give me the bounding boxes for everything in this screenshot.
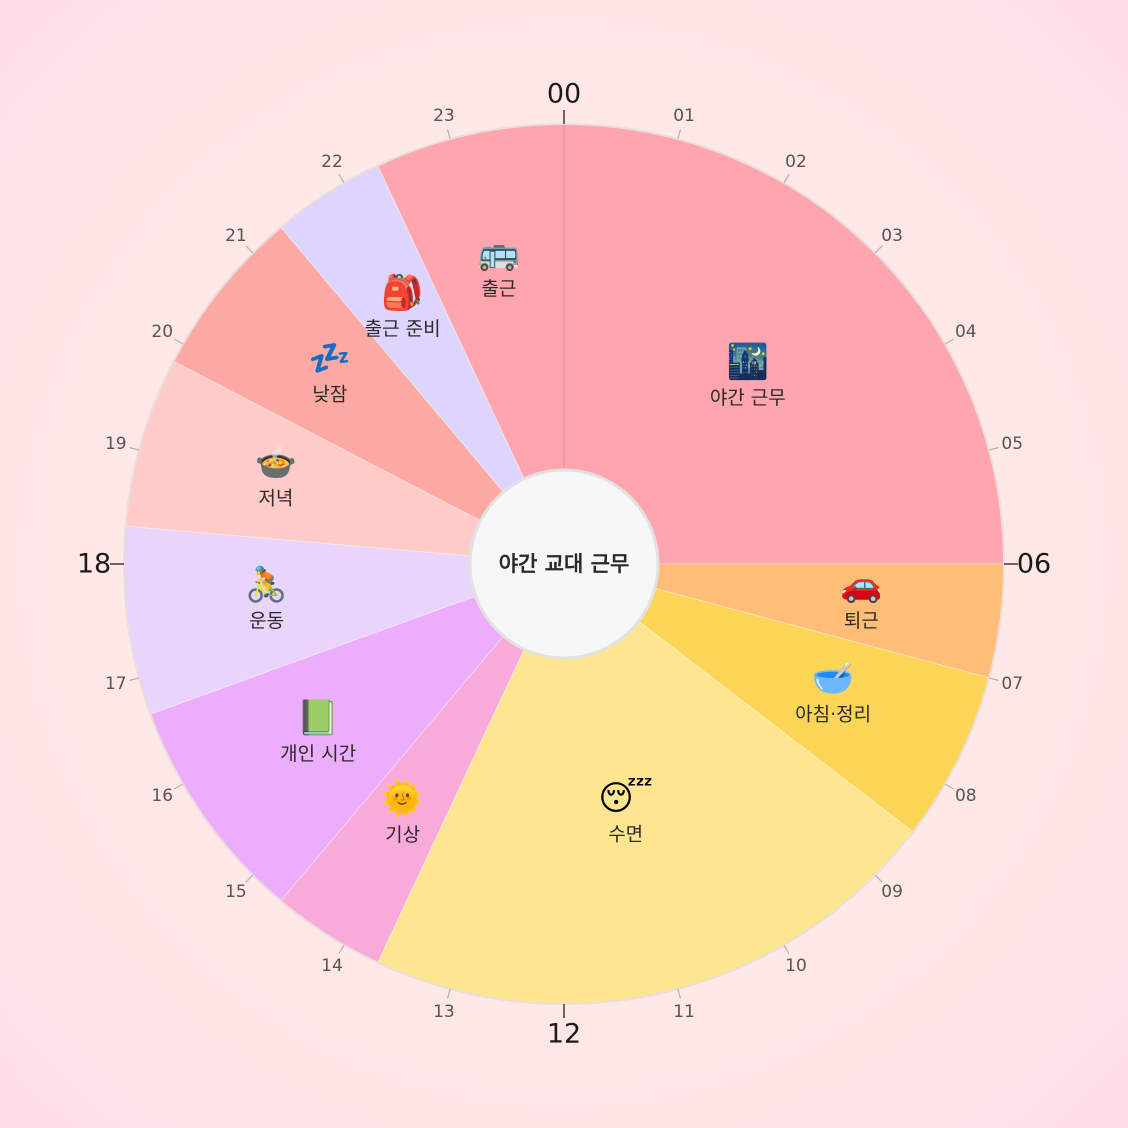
hour-tick — [129, 677, 140, 682]
hour-tick — [874, 874, 883, 883]
segment-label-nap: 낮잠 — [312, 383, 347, 405]
hour-tick — [783, 173, 790, 184]
hour-label-08: 08 — [955, 786, 977, 806]
hour-label-02: 02 — [785, 152, 807, 172]
backpack-icon: 🎒 — [381, 273, 423, 313]
night-city-icon: 🌃 — [727, 342, 769, 382]
hour-tick — [988, 677, 999, 682]
segment-label-prep-for-work: 출근 준비 — [365, 318, 441, 340]
hour-tick — [173, 783, 184, 790]
hour-label-05: 05 — [1001, 434, 1023, 454]
hour-tick — [245, 245, 254, 254]
hour-label-16: 16 — [151, 786, 173, 806]
segment-label-exercise: 운동 — [249, 610, 284, 632]
hour-label-01: 01 — [673, 106, 695, 126]
hour-tick — [944, 338, 955, 345]
hour-label-20: 20 — [151, 322, 173, 342]
hour-label-09: 09 — [881, 882, 903, 902]
hour-labels: 00 01 02 03 04 05 06 07 08 09 10 11 12 13 14 15 16 17 18 19… — [77, 79, 1051, 1050]
sun-icon: 🌞 — [381, 778, 423, 819]
hour-tick — [677, 988, 682, 999]
hour-label-22: 22 — [321, 152, 343, 172]
segment-label-wake-up: 기상 — [385, 824, 420, 846]
hour-tick — [338, 944, 345, 955]
segment-labels: 🌃 야간 근무 🚗 퇴근 🥣 아침·정리 😴 수면 🌞 기상 📗 개인 시간 🚴 운동 🍲 저녁 💤 낮잠 🎒 출근 … — [245, 233, 882, 846]
hour-ticks — [110, 110, 1018, 1018]
hour-label-10: 10 — [785, 956, 807, 976]
hour-label-11: 11 — [673, 1002, 695, 1022]
hour-label-23: 23 — [433, 106, 455, 126]
hour-tick — [446, 129, 451, 140]
hour-label-07: 07 — [1001, 674, 1023, 694]
zzz-icon: 💤 — [309, 338, 351, 378]
hour-tick — [783, 944, 790, 955]
segment-label-night-work: 야간 근무 — [710, 387, 786, 409]
segment-label-dinner: 저녁 — [258, 487, 293, 509]
sleeping-face-icon: 😴 — [598, 778, 653, 819]
hour-label-21: 21 — [225, 226, 247, 246]
segment-label-sleep: 수면 — [608, 824, 643, 846]
pot-of-food-icon: 🍲 — [255, 442, 297, 482]
segment-label-personal-time: 개인 시간 — [280, 743, 356, 765]
hour-tick — [944, 783, 955, 790]
hour-label-17: 17 — [105, 674, 127, 694]
segment-label-commute-home: 퇴근 — [844, 610, 879, 632]
hour-tick — [874, 245, 883, 254]
hour-label-19: 19 — [105, 434, 127, 454]
hour-tick — [677, 129, 682, 140]
hour-label-13: 13 — [433, 1002, 455, 1022]
hour-label-00: 00 — [547, 79, 581, 110]
hour-tick — [245, 874, 254, 883]
hour-label-14: 14 — [321, 956, 343, 976]
center-hub: 야간 교대 근무 — [468, 468, 660, 660]
hour-label-03: 03 — [881, 226, 903, 246]
hour-tick — [129, 446, 140, 451]
hour-label-12: 12 — [547, 1019, 581, 1050]
hour-label-18: 18 — [77, 549, 111, 580]
hour-tick — [173, 338, 184, 345]
hour-tick — [338, 173, 345, 184]
hour-label-04: 04 — [955, 322, 977, 342]
hour-tick — [988, 446, 999, 451]
green-book-icon: 📗 — [297, 698, 339, 738]
bowl-icon: 🥣 — [812, 659, 854, 699]
segment-label-breakfast-tidy: 아침·정리 — [795, 704, 871, 726]
schedule-segments — [123, 123, 1005, 1005]
center-circle — [468, 468, 660, 660]
cyclist-icon: 🚴 — [245, 565, 287, 605]
center-title: 야간 교대 근무 — [499, 552, 630, 576]
hour-tick — [446, 988, 451, 999]
bus-icon: 🚌 — [478, 233, 520, 273]
hour-label-06: 06 — [1017, 549, 1051, 580]
car-icon: 🚗 — [840, 565, 882, 605]
hour-label-15: 15 — [225, 882, 247, 902]
segment-label-commute-to-work: 출근 — [481, 278, 516, 300]
